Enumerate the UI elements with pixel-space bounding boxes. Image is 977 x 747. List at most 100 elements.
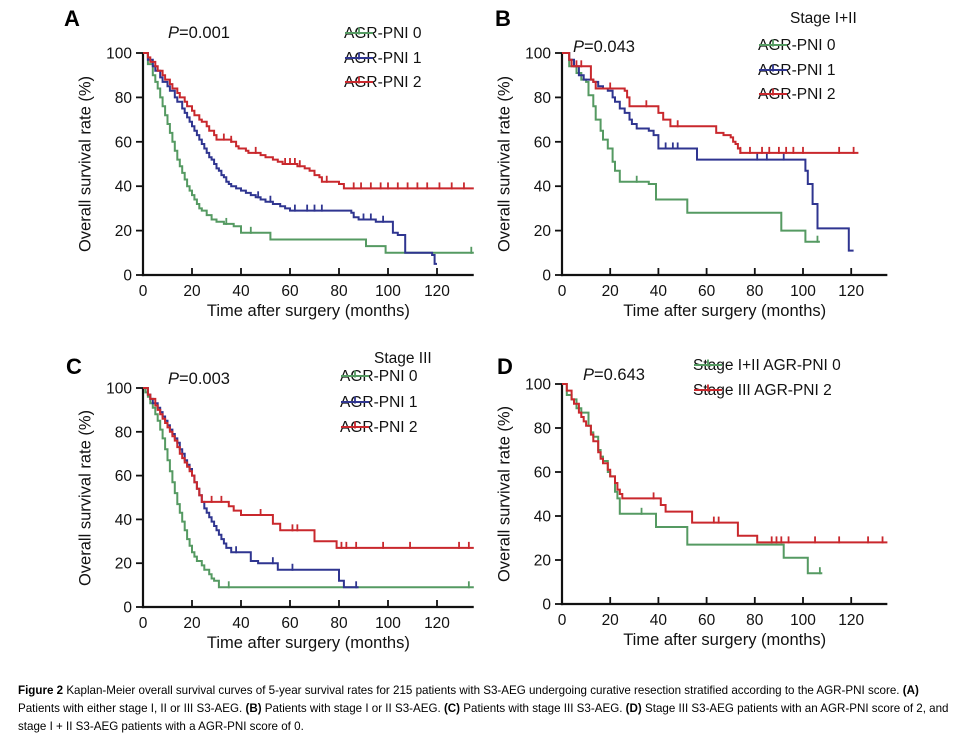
p-symbol: P [168, 24, 180, 42]
legend-item: AGR-PNI 1 [758, 61, 836, 79]
y-tick-label: 80 [115, 424, 133, 441]
survival-curve-agr-pni-0 [562, 52, 820, 243]
y-tick-label: 60 [534, 465, 552, 482]
legend-item-label: AGR-PNI 1 [758, 61, 836, 79]
x-tick-label: 120 [424, 283, 450, 300]
panel-letter-a: A [64, 6, 80, 31]
legend-item: AGR-PNI 2 [758, 86, 836, 103]
x-tick-label: 40 [650, 612, 668, 629]
y-axis-title: Overall survival rate (%) [76, 409, 95, 586]
survival-plot-d: 0 20 40 60 80 100 0 20 40 60 80 100 120 [525, 377, 888, 629]
y-tick-label: 80 [534, 90, 552, 107]
caption-segment: Patients with stage III S3-AEG. [463, 701, 626, 715]
y-tick-label: 40 [115, 179, 133, 196]
p-value-text: =0.001 [179, 24, 230, 42]
caption-segment: (B) [245, 701, 265, 715]
x-tick-label: 60 [698, 283, 716, 300]
x-tick-label: 60 [281, 615, 299, 632]
x-axis-title: Time after surgery (months) [623, 631, 827, 649]
y-tick-label: 0 [123, 268, 132, 285]
legend-item-label: AGR-PNI 0 [340, 368, 418, 385]
legend-item: AGR-PNI 0 [340, 368, 418, 385]
p-value-text: =0.043 [584, 38, 635, 56]
x-tick-label: 40 [232, 283, 250, 300]
survival-curve-agr-pni-2 [143, 52, 474, 190]
legend-item: AGR-PNI 1 [344, 50, 422, 67]
y-tick-label: 40 [534, 179, 552, 196]
y-axis-title: Overall survival rate (%) [76, 75, 95, 253]
p-value-label: P=0.643 [583, 366, 645, 385]
x-axis-title: Time after surgery (months) [206, 634, 410, 652]
x-tick-label: 40 [650, 283, 668, 300]
x-axis-title: Time after surgery (months) [623, 302, 827, 320]
caption-segment: Patients with either stage I, II or III … [18, 701, 246, 715]
p-value-label: P=0.043 [573, 38, 635, 57]
y-tick-label: 20 [115, 223, 133, 240]
legend-item-label: AGR-PNI 0 [344, 25, 422, 42]
x-tick-label: 20 [183, 283, 201, 300]
legend-item-label: AGR-PNI 1 [340, 393, 418, 411]
y-tick-label: 100 [106, 381, 132, 398]
legend-item-label: AGR-PNI 2 [340, 419, 418, 436]
survival-curve-agr-pni-1 [143, 52, 437, 265]
x-tick-label: 0 [558, 612, 567, 629]
panel-letter-c: C [66, 354, 82, 379]
y-tick-label: 40 [534, 509, 552, 526]
survival-curve-agr-pni-1 [562, 52, 854, 252]
survival-curve-agr-pni-2 [562, 52, 859, 154]
legend-title: Stage I+II [790, 10, 857, 27]
panel-letter-d: D [497, 354, 513, 379]
y-tick-label: 0 [123, 600, 132, 617]
km-line-icon [345, 52, 373, 59]
caption-segment: Patients with stage I or II S3-AEG. [264, 701, 444, 715]
km-line-icon [694, 384, 722, 392]
p-value-text: =0.643 [594, 366, 645, 384]
y-axis-title: Overall survival rate (%) [495, 405, 514, 583]
x-tick-label: 80 [746, 283, 764, 300]
y-tick-label: 100 [525, 377, 551, 394]
caption-segment: (A) [902, 684, 919, 697]
x-axis-title: Time after surgery (months) [206, 302, 410, 320]
p-value-text: =0.003 [179, 370, 230, 388]
p-value-label: P=0.003 [168, 370, 230, 389]
km-line-icon [345, 76, 373, 84]
y-axis-title: Overall survival rate (%) [495, 75, 514, 253]
x-tick-label: 60 [281, 283, 299, 300]
km-line-icon [341, 370, 369, 378]
km-line-icon [759, 39, 787, 47]
x-tick-label: 40 [232, 615, 250, 632]
km-line-icon [341, 421, 369, 429]
caption-segment: Stage III S3-AEG patients with an AGR-PN… [18, 701, 949, 733]
legend-title: Stage III [374, 350, 432, 367]
caption-segment: Figure 2 [18, 684, 67, 697]
panel-d: 0 20 40 60 80 100 0 20 40 60 80 100 120 D P=0.643 Stage… [489, 340, 977, 685]
legend-item: AGR-PNI 0 [344, 25, 422, 42]
x-tick-label: 100 [790, 612, 816, 629]
x-tick-label: 80 [746, 612, 764, 629]
survival-curve-agr-pni-0 [143, 52, 474, 254]
y-tick-label: 100 [106, 46, 132, 63]
km-line-icon [694, 359, 722, 367]
y-tick-label: 100 [525, 46, 551, 63]
survival-curve-agr-pni-2 [143, 387, 474, 549]
legend-item: AGR-PNI 2 [340, 419, 418, 436]
y-tick-label: 80 [115, 90, 133, 107]
legend-item: AGR-PNI 0 [758, 37, 836, 54]
y-tick-label: 20 [534, 223, 552, 240]
x-tick-label: 100 [790, 283, 816, 300]
x-tick-label: 0 [139, 283, 148, 300]
survival-curve-stage-iii-agr-pni-2 [562, 383, 888, 544]
p-symbol: P [168, 370, 180, 388]
km-line-icon [345, 27, 373, 35]
y-tick-label: 0 [542, 597, 551, 614]
km-line-icon [759, 64, 787, 71]
legend-item: AGR-PNI 1 [340, 393, 418, 411]
x-tick-label: 100 [375, 615, 401, 632]
p-symbol: P [573, 38, 585, 56]
legend-item-label: Stage I+II AGR-PNI 0 [693, 357, 841, 374]
legend-item: AGR-PNI 2 [344, 74, 422, 91]
p-symbol: P [583, 366, 595, 384]
x-tick-label: 100 [375, 283, 401, 300]
panel-letter-b: B [495, 6, 511, 31]
